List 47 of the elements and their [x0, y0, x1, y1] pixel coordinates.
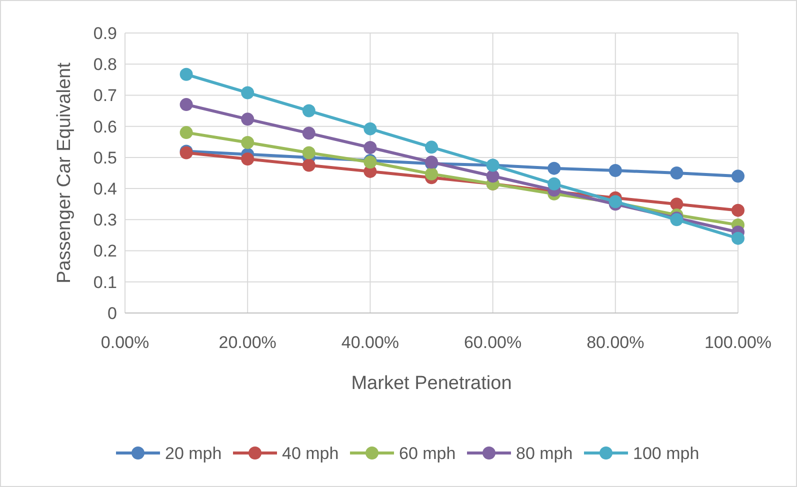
- y-tick-label: 0: [108, 304, 117, 323]
- point: [241, 152, 254, 166]
- y-tick-label: 0.5: [93, 148, 117, 168]
- point: [364, 122, 377, 136]
- point: [364, 140, 377, 154]
- x-tick-label: 20.00%: [218, 333, 276, 352]
- legend-label: 60 mph: [399, 444, 456, 463]
- point: [608, 164, 622, 178]
- legend-label: 100 mph: [633, 444, 700, 463]
- x-axis-title: Market Penetration: [351, 373, 512, 394]
- point: [670, 166, 684, 180]
- x-tick-label: 0.00%: [100, 333, 150, 352]
- legend-label: 40 mph: [282, 444, 339, 463]
- point: [486, 170, 500, 183]
- x-tick-label: 80.00%: [586, 333, 644, 352]
- point: [241, 136, 254, 150]
- point: [302, 158, 316, 172]
- y-tick-label: 0.2: [93, 242, 117, 261]
- point: [302, 146, 316, 160]
- point: [180, 68, 193, 81]
- point: [732, 170, 744, 183]
- y-tick-label: 0.4: [93, 180, 117, 199]
- x-tick-label: 60.00%: [464, 333, 522, 352]
- point: [241, 86, 254, 100]
- point: [548, 162, 561, 175]
- x-tick-label: 40.00%: [341, 333, 400, 352]
- y-tick-label: 0.7: [93, 86, 117, 106]
- point: [302, 104, 316, 118]
- legend-label: 20 mph: [165, 444, 222, 463]
- point: [425, 140, 438, 154]
- point: [241, 112, 254, 126]
- y-tick-label: 0.9: [93, 24, 117, 43]
- x-tick-label: 100.00%: [704, 333, 772, 352]
- point: [302, 126, 316, 140]
- point: [548, 177, 561, 190]
- point: [180, 126, 193, 140]
- y-axis-title: Passenger Car Equivalent: [54, 62, 75, 284]
- point: [670, 198, 684, 211]
- y-tick-label: 0.8: [93, 55, 117, 74]
- legend-label: 80 mph: [516, 444, 573, 463]
- y-tick-label: 0.3: [93, 210, 117, 230]
- point: [732, 232, 744, 245]
- y-tick-label: 0.6: [93, 117, 117, 136]
- point: [180, 98, 193, 112]
- point: [732, 204, 744, 217]
- point: [425, 167, 438, 180]
- y-tick-label: 0.1: [93, 272, 117, 292]
